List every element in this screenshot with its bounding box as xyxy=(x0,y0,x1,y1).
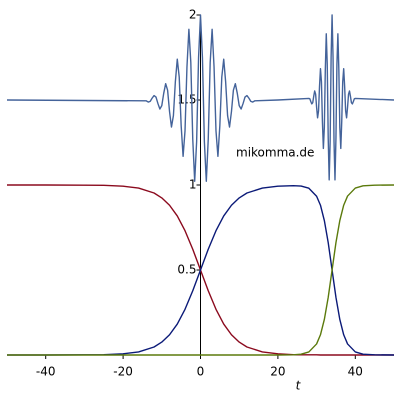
curve xyxy=(7,184,395,356)
y-tick-label: 2 xyxy=(189,8,197,22)
curve xyxy=(7,184,395,356)
x-axis-label: t xyxy=(296,379,302,393)
x-tick-label: -40 xyxy=(36,365,56,379)
x-tick-label: 20 xyxy=(270,365,285,379)
x-tick-label: 40 xyxy=(348,365,363,379)
x-tick-label: -20 xyxy=(113,365,133,379)
y-tick-label: 1 xyxy=(189,178,197,192)
y-tick-label: 0.5 xyxy=(177,263,196,277)
curve xyxy=(7,184,394,356)
x-tick-label: 0 xyxy=(197,365,205,379)
curve xyxy=(6,14,395,182)
annotation: mikomma.de xyxy=(236,146,314,160)
